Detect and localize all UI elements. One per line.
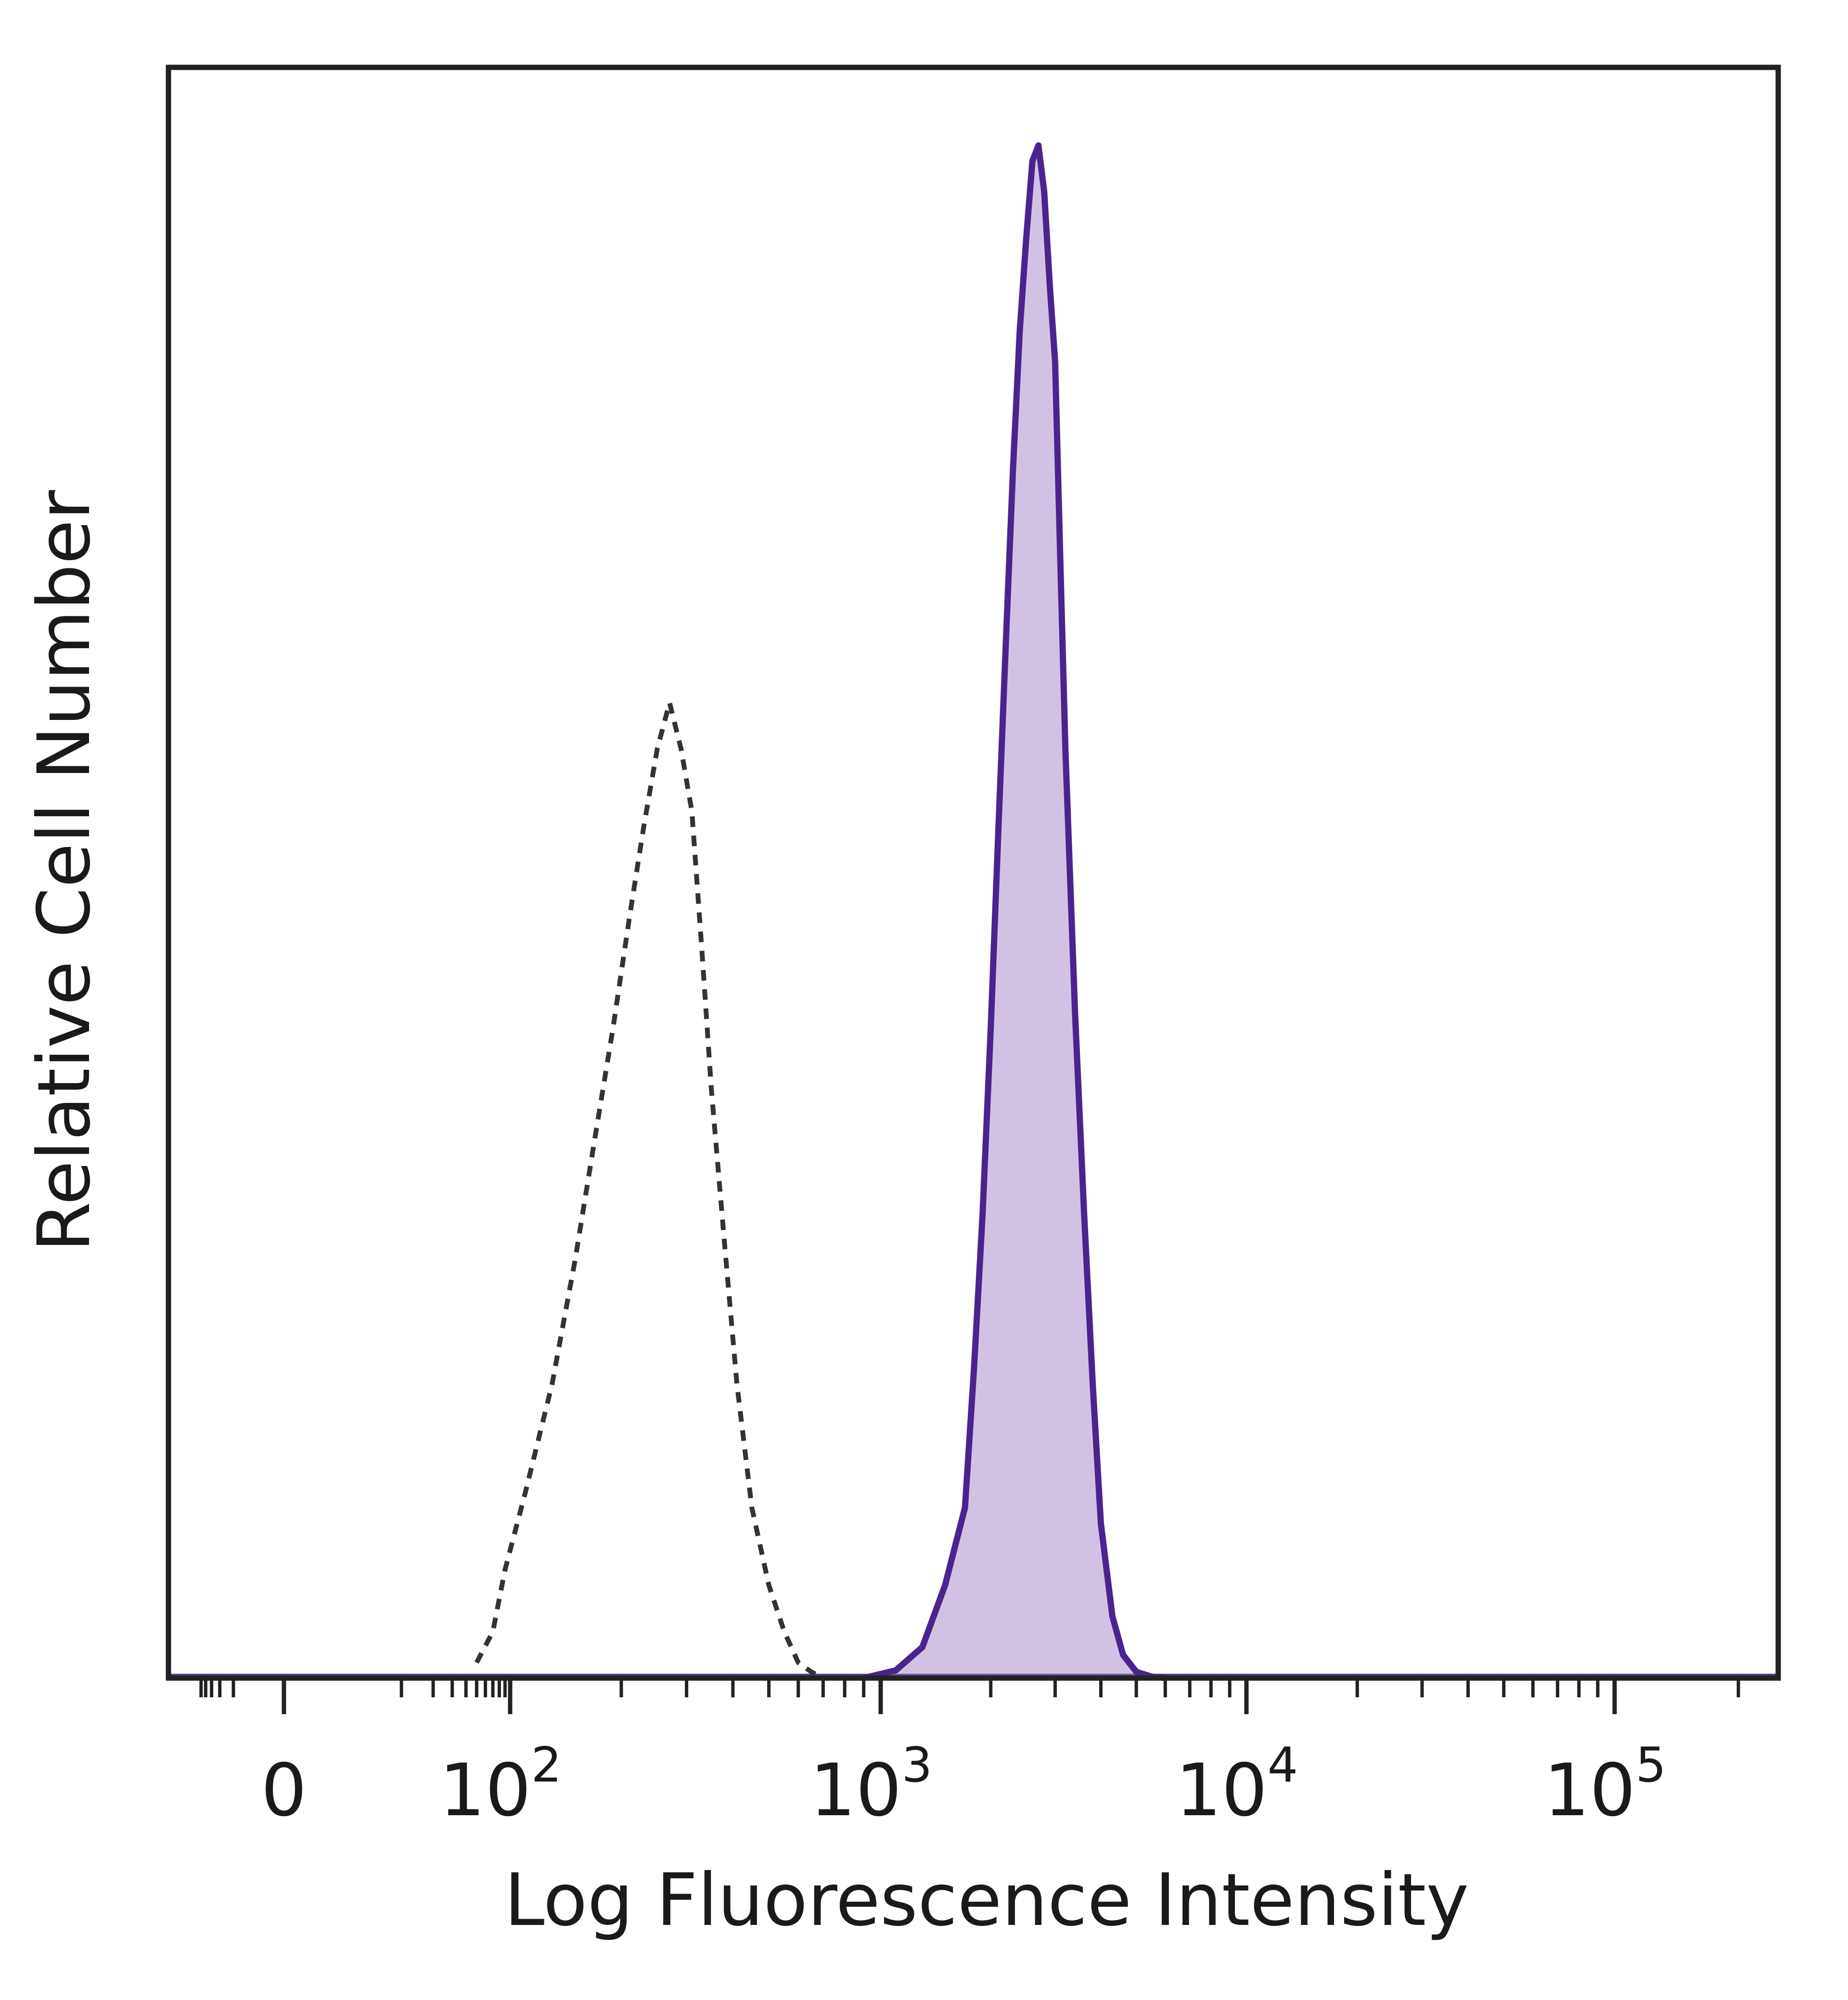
stained-histogram-line bbox=[863, 142, 1166, 1681]
y-axis-title: Relative Cell Number bbox=[23, 490, 106, 1252]
x-tick-label: 102 bbox=[439, 1737, 562, 1833]
plot-area bbox=[168, 142, 1778, 1681]
isotype-histogram-line bbox=[474, 700, 824, 1680]
x-axis: 0 102 103 104 105 bbox=[199, 1678, 1740, 1833]
x-tick-label: 0 bbox=[261, 1749, 307, 1833]
x-tick-label: 104 bbox=[1176, 1737, 1298, 1833]
x-axis-title: Log Fluorescence Intensity bbox=[504, 1859, 1469, 1942]
stained-histogram-fill bbox=[863, 145, 1166, 1679]
x-tick-label: 105 bbox=[1544, 1737, 1667, 1833]
x-tick-label: 103 bbox=[810, 1737, 933, 1833]
plot-frame bbox=[166, 64, 1781, 1681]
